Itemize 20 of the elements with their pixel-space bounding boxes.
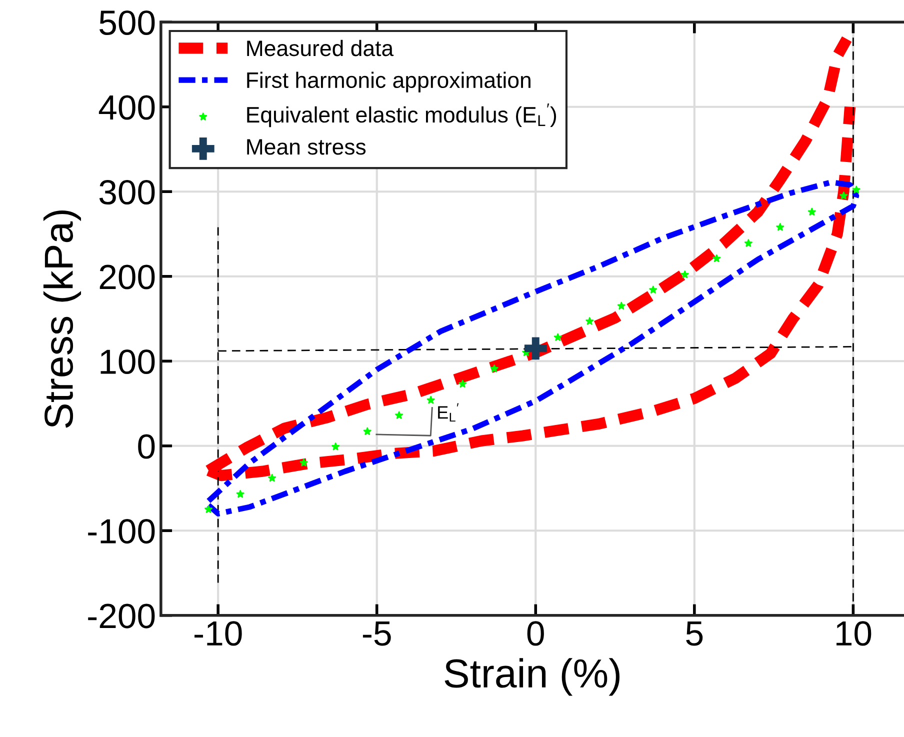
legend-label: Equivalent elastic modulus (E$_{L}$$^{′}$) [247,104,556,128]
y-tick-label: -200 [88,604,155,628]
x-tick-label: 10 [836,621,872,646]
x-axis-title: Strain (%) [444,658,620,696]
y-tick-label: 0 [138,434,155,459]
x-tick-label: 5 [686,622,703,646]
legend-label: Mean stress [247,139,366,155]
y-tick-label: 100 [100,349,155,374]
y-tick-label: 200 [100,264,155,290]
y-axis-title: Stress (kPa) [43,210,81,428]
y-tick-label: 300 [99,180,155,205]
x-tick-label: -10 [194,621,242,646]
annotation: E$_{L}$$^{′}$ [438,403,459,422]
y-tick-label: -100 [88,518,155,544]
legend-label: Measured data [247,40,394,56]
y-tick-label: 400 [98,95,155,120]
legend-label: First harmonic approximation [247,72,530,92]
x-tick-label: -5 [362,622,391,646]
x-tick-label: 0 [527,621,544,646]
y-tick-label: 500 [100,10,155,36]
